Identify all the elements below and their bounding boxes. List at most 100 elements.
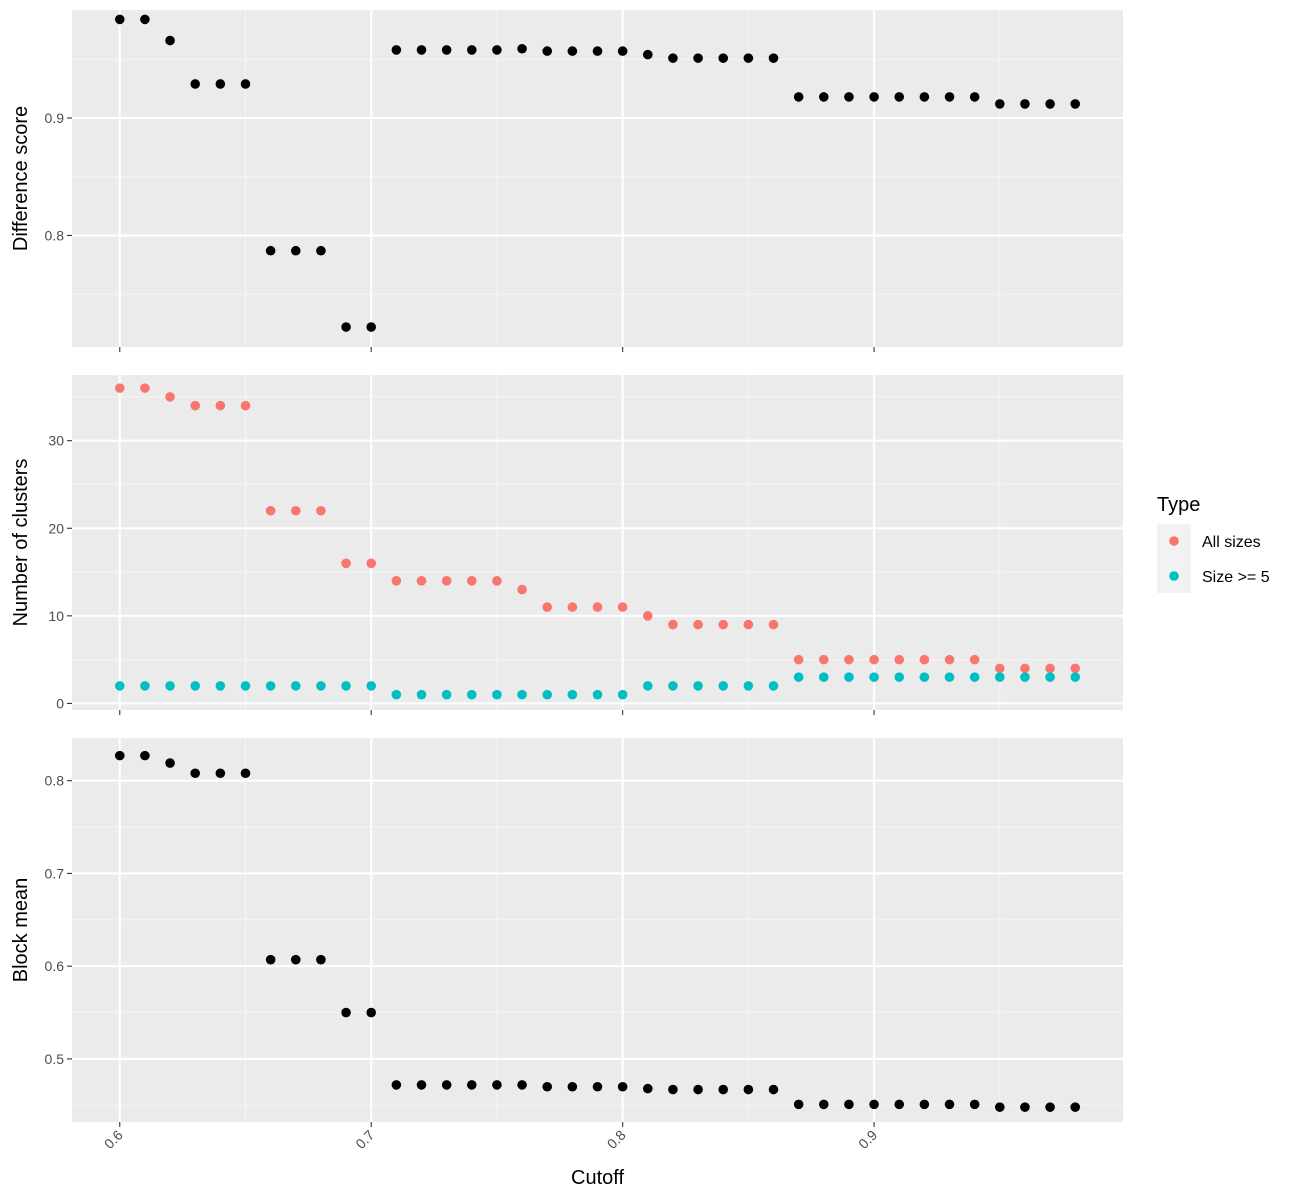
data-point [567, 689, 578, 700]
data-point [793, 654, 804, 665]
x-tick-label: 0.9 [855, 1127, 880, 1152]
x-axis-ticks [119, 710, 875, 715]
data-point [768, 53, 779, 63]
data-point [1045, 672, 1055, 682]
y-tick-label: 30 [48, 433, 64, 449]
data-point [617, 1081, 628, 1092]
data-point [265, 245, 276, 256]
data-point [969, 1099, 980, 1110]
data-point [1020, 663, 1030, 674]
data-point [265, 681, 276, 691]
data-point [290, 681, 301, 691]
data-point [416, 576, 427, 586]
data-point [341, 1007, 351, 1018]
data-point [994, 99, 1005, 109]
data-point [617, 46, 628, 56]
data-point [718, 53, 729, 63]
data-point [466, 689, 477, 700]
data-point [743, 1084, 754, 1095]
data-point [567, 602, 578, 612]
data-point [165, 758, 175, 768]
data-point [165, 392, 175, 402]
data-point [844, 92, 854, 102]
data-point [919, 654, 930, 665]
data-point [1020, 672, 1030, 682]
data-point [215, 768, 226, 779]
y-tick-label: 0 [56, 695, 64, 711]
data-point [517, 43, 527, 54]
data-point [416, 689, 427, 700]
data-point [140, 750, 150, 761]
data-point [114, 14, 125, 25]
data-point [290, 245, 301, 256]
data-point [265, 505, 276, 516]
data-point [416, 1080, 427, 1090]
legend: Type All sizes Size >= 5 [1157, 494, 1270, 593]
data-point [718, 619, 729, 630]
data-point [391, 689, 402, 700]
data-point [944, 92, 955, 102]
legend-key-point [1169, 571, 1179, 581]
data-point [743, 681, 754, 691]
data-point [441, 1080, 452, 1090]
panel-background [72, 738, 1123, 1122]
data-point [190, 681, 201, 691]
data-points [114, 14, 1081, 332]
data-point [290, 954, 301, 965]
data-point [693, 1084, 703, 1095]
data-point [316, 954, 326, 965]
x-axis-title: Cutoff [571, 1167, 624, 1189]
data-point [542, 602, 553, 612]
data-point [668, 53, 678, 63]
data-point [190, 79, 201, 89]
x-tick-label: 0.6 [101, 1127, 126, 1152]
data-point [240, 400, 251, 411]
data-point [517, 1080, 527, 1090]
data-point [844, 1099, 854, 1110]
data-point [492, 689, 502, 700]
data-point [944, 654, 955, 665]
data-point [642, 611, 653, 621]
data-point [894, 92, 905, 102]
data-point [215, 79, 226, 89]
data-point [642, 681, 653, 691]
data-point [994, 1102, 1005, 1112]
data-point [793, 672, 804, 682]
data-point [140, 681, 150, 691]
data-point [1045, 99, 1055, 109]
data-point [944, 1099, 955, 1110]
y-tick-label: 0.6 [45, 958, 65, 974]
data-point [592, 602, 603, 612]
data-point [844, 672, 854, 682]
y-tick-label: 0.8 [45, 227, 65, 243]
data-point [743, 619, 754, 630]
panel-background [72, 10, 1123, 347]
data-point [492, 1080, 502, 1090]
data-point [441, 45, 452, 55]
data-point [768, 681, 779, 691]
data-point [919, 672, 930, 682]
x-axis-ticks: 0.6 0.7 0.8 0.9 [101, 1122, 880, 1152]
data-point [793, 92, 804, 102]
number-of-clusters-panel: 0 10 20 30 Number of clusters [10, 375, 1123, 715]
data-point [165, 35, 175, 46]
y-axis-ticks: 0.8 0.9 [45, 110, 72, 243]
data-point [793, 1099, 804, 1110]
data-point [919, 1099, 930, 1110]
y-axis-ticks: 0 10 20 30 [48, 433, 72, 711]
data-point [1045, 1102, 1055, 1112]
data-point [542, 689, 553, 700]
block-mean-panel: 0.5 0.6 0.7 0.8 0.6 0.7 0.8 0.9 Block mean [10, 738, 1123, 1152]
data-point [617, 602, 628, 612]
data-point [391, 45, 402, 55]
data-point [366, 681, 377, 691]
data-point [542, 1081, 553, 1092]
y-tick-label: 10 [48, 608, 64, 624]
data-point [517, 584, 527, 595]
data-point [492, 45, 502, 55]
data-point [668, 1084, 678, 1095]
data-point [165, 681, 175, 691]
difference-score-panel: 0.8 0.9 Difference score [10, 10, 1123, 352]
panel-background [72, 375, 1123, 710]
